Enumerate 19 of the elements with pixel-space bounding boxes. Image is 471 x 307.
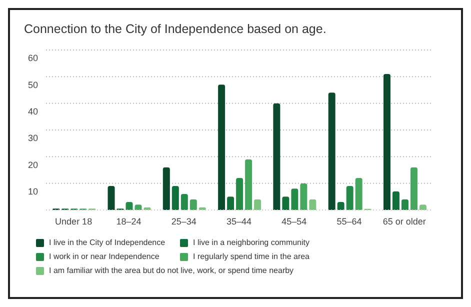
y-tick-label: 10: [28, 186, 38, 197]
legend-label: I live in a neighboring community: [193, 238, 310, 247]
chart-title: Connection to the City of Independence based on age.: [24, 22, 326, 36]
x-tick-label: 65 or older: [382, 216, 426, 226]
x-tick-label: 18–24: [116, 216, 142, 226]
legend-label: I live in the City of Independence: [49, 238, 166, 247]
x-tick-label: Under 18: [55, 216, 92, 226]
y-tick-label: 20: [28, 160, 38, 170]
x-tick-label: 25–34: [171, 216, 196, 226]
legend-label: I am familiar with the area but do not live, work, or spend time nearby: [49, 266, 294, 275]
y-tick-label: 50: [28, 80, 38, 90]
y-tick-label: 30: [28, 133, 38, 144]
x-tick-label: 55–64: [336, 216, 362, 226]
x-tick-label: 45–54: [282, 216, 307, 226]
legend-label: I regularly spend time in the area: [193, 252, 310, 261]
x-tick-label: 35–44: [226, 216, 252, 226]
y-tick-label: 40: [28, 106, 38, 117]
y-tick-label: 60: [28, 53, 38, 64]
legend-label: I work in or near Independence: [49, 252, 160, 261]
